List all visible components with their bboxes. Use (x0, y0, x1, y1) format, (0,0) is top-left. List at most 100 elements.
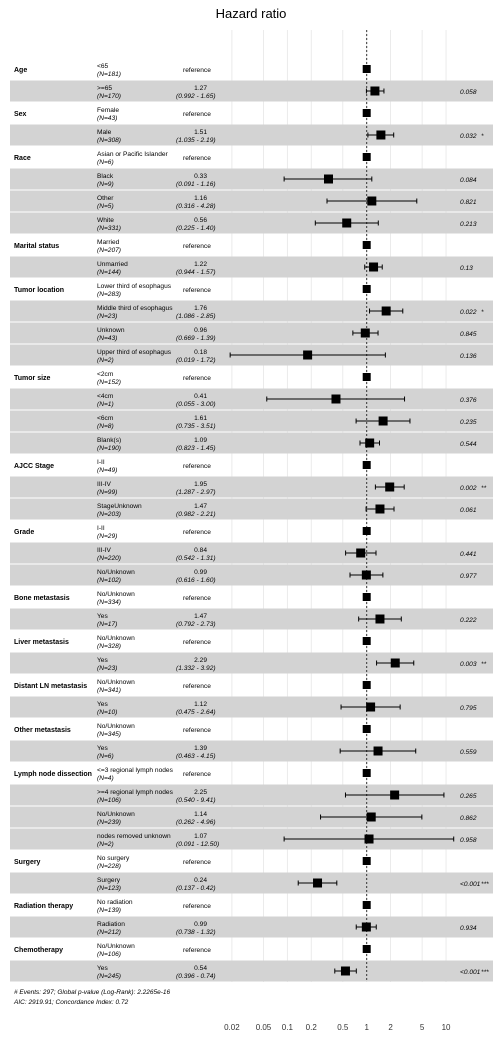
ci-label: (0.616 - 1.60) (176, 577, 216, 584)
p-value-label: 0.934 (460, 925, 477, 932)
significance-stars: * (481, 309, 484, 316)
hr-marker (369, 262, 379, 272)
group-label: Surgery (14, 859, 41, 866)
level-label: Blank(s) (97, 437, 121, 444)
level-label: Yes (97, 701, 108, 708)
forest-row: Blank(s)(N=190) 1.09(0.823 - 1.45) 0.544 (97, 437, 477, 452)
forest-row: Liver metastasis No/Unknown(N=328) referen… (14, 635, 371, 650)
level-label: Married (97, 239, 120, 246)
x-tick-label: 0.02 (224, 1023, 240, 1032)
forest-row: Grade I-II(N=29) reference (14, 525, 371, 540)
hr-marker (366, 702, 376, 712)
reference-marker (362, 681, 371, 689)
hr-marker (323, 174, 333, 184)
significance-stars: *** (481, 881, 489, 888)
row-band (10, 498, 493, 520)
group-label: Age (14, 67, 27, 74)
estimate-label: 1.09 (194, 437, 207, 444)
rows-layer: Age<65(N=181)reference>=65(N=170)1.27(0.… (14, 63, 489, 980)
row-band (10, 476, 493, 498)
ci-label: (1.332 - 3.92) (176, 665, 216, 672)
group-label: Tumor size (14, 375, 51, 382)
hr-marker (378, 416, 388, 426)
n-label: (N=102) (97, 577, 121, 584)
x-tick-label: 2 (388, 1023, 393, 1032)
level-label: Surgery (97, 877, 121, 884)
level-label: <4cm (97, 393, 114, 400)
p-value-label: 0.559 (460, 749, 477, 756)
group-label: Other metastasis (14, 727, 71, 734)
x-axis: 0.02 0.05 0.1 0.2 0.5 1 2 5 10 (224, 1023, 451, 1032)
n-label: (N=8) (97, 423, 114, 430)
group-label: AJCC Stage (14, 463, 54, 470)
level-label: Radiation (97, 921, 125, 928)
n-label: (N=17) (97, 621, 117, 628)
estimate-label: 0.84 (194, 547, 207, 554)
n-label: (N=212) (97, 929, 121, 936)
n-label: (N=345) (97, 731, 121, 738)
forest-row: AJCC Stage I-II(N=49) reference (14, 459, 371, 474)
forest-row: StageUnknown(N=203) 1.47(0.982 - 2.21) 0.0… (97, 503, 477, 518)
level-label: <=3 regional lymph nodes (97, 767, 174, 774)
p-value-label: 0.795 (460, 705, 477, 712)
hr-marker (367, 196, 377, 206)
hr-marker (390, 658, 400, 668)
p-value-label: 0.265 (460, 793, 477, 800)
row-band (10, 410, 493, 432)
n-label: (N=334) (97, 599, 121, 606)
p-value-label: 0.002 (460, 485, 477, 492)
p-value-label: 0.862 (460, 815, 477, 822)
n-label: (N=9) (97, 181, 114, 188)
row-band (10, 608, 493, 630)
estimate-label: 0.41 (194, 393, 207, 400)
hr-marker (361, 570, 371, 580)
significance-stars: ** (481, 661, 487, 668)
n-label: (N=23) (97, 313, 117, 320)
level-label: No/Unknown (97, 811, 135, 818)
forest-row: Yes(N=245) 0.54(0.396 - 0.74) <0.001 *** (97, 965, 489, 980)
hr-marker (361, 922, 371, 932)
n-label: (N=190) (97, 445, 121, 452)
forest-row: Tumor size <2cm(N=152) reference (14, 371, 371, 386)
estimate-label: 1.95 (194, 481, 207, 488)
ci-label: (1.086 - 2.85) (176, 313, 216, 320)
estimate-label: 1.76 (194, 305, 207, 312)
level-label: <6cm (97, 415, 114, 422)
forest-row: Distant LN metastasis No/Unknown(N=341) re… (14, 679, 371, 694)
p-value-label: 0.821 (460, 199, 477, 206)
hr-marker (331, 394, 341, 404)
p-value-label: 0.058 (460, 89, 477, 96)
level-label: Unknown (97, 327, 125, 334)
ci-label: (1.035 - 2.19) (176, 137, 216, 144)
forest-row: Other metastasis No/Unknown(N=345) referen… (14, 723, 371, 738)
forest-row: No/Unknown(N=102) 0.99(0.616 - 1.60) 0.977 (97, 569, 477, 584)
reference-label: reference (183, 903, 211, 910)
n-label: (N=152) (97, 379, 121, 386)
estimate-label: 0.54 (194, 965, 207, 972)
ci-label: (0.262 - 4.96) (176, 819, 216, 826)
reference-marker (362, 285, 371, 293)
ci-label: (0.019 - 1.72) (176, 357, 216, 364)
reference-label: reference (183, 771, 211, 778)
level-label: I-II (97, 525, 105, 532)
forest-row: III-IV(N=220) 0.84(0.542 - 1.31) 0.441 (97, 547, 477, 562)
hr-marker (364, 834, 374, 844)
forest-row: Black(N=9) 0.33(0.091 - 1.16) 0.084 (97, 173, 477, 188)
ci-label: (0.944 - 1.57) (176, 269, 216, 276)
ci-label: (0.137 - 0.42) (176, 885, 216, 892)
n-label: (N=245) (97, 973, 121, 980)
forest-row: Race Asian or Pacific Islander(N=6) refere… (14, 151, 371, 166)
ci-label: (0.982 - 2.21) (176, 511, 216, 518)
p-value-label: 0.235 (460, 419, 477, 426)
group-label: Race (14, 155, 31, 162)
row-band (10, 124, 493, 146)
n-label: (N=144) (97, 269, 121, 276)
reference-label: reference (183, 375, 211, 382)
estimate-label: 1.51 (194, 129, 207, 136)
n-label: (N=139) (97, 907, 121, 914)
hr-marker (340, 966, 350, 976)
p-value-label: 0.084 (460, 177, 477, 184)
estimate-label: 1.12 (194, 701, 207, 708)
reference-label: reference (183, 243, 211, 250)
n-label: (N=99) (97, 489, 117, 496)
